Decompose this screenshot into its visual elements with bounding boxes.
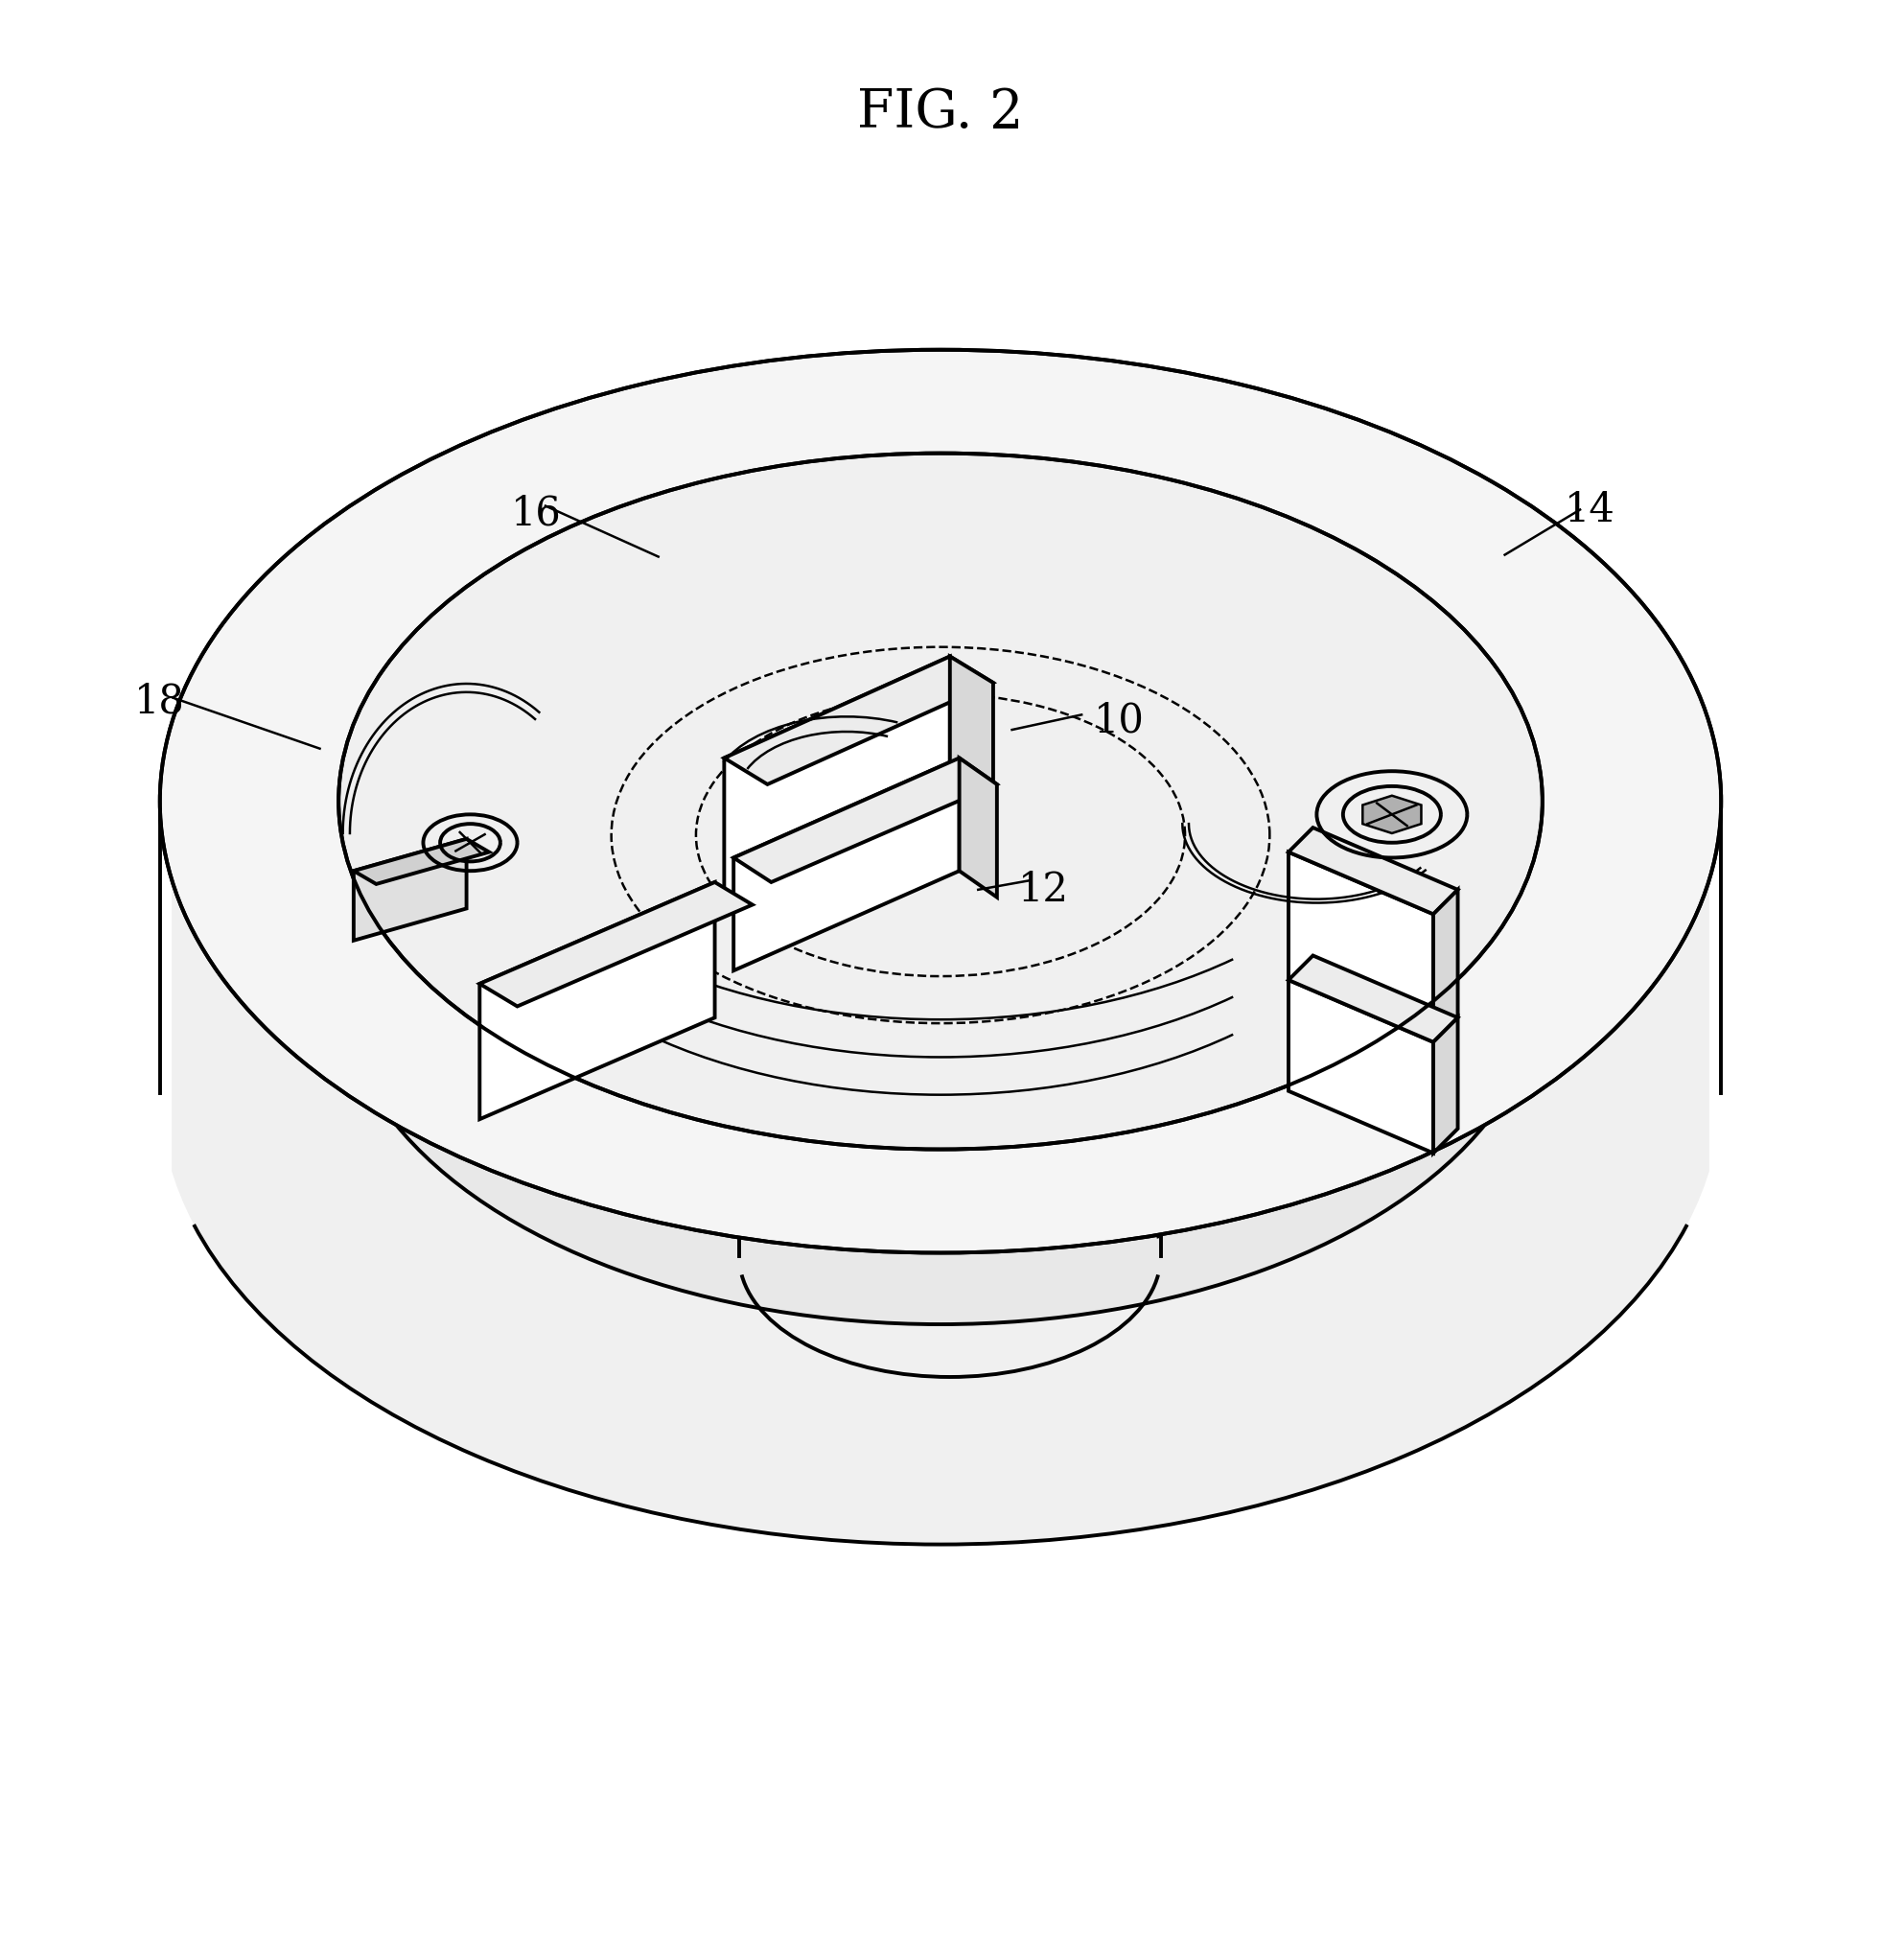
Polygon shape — [959, 759, 997, 898]
Text: 14: 14 — [1565, 490, 1614, 529]
Polygon shape — [339, 453, 1542, 1149]
Polygon shape — [1362, 796, 1422, 833]
Text: FIG. 2: FIG. 2 — [858, 86, 1023, 139]
Polygon shape — [734, 759, 997, 882]
Polygon shape — [359, 892, 1522, 1325]
Polygon shape — [160, 349, 1721, 1252]
Polygon shape — [451, 680, 1430, 1245]
Polygon shape — [1288, 853, 1433, 1041]
Polygon shape — [354, 839, 489, 884]
Polygon shape — [1288, 956, 1458, 1043]
Text: 10: 10 — [1095, 700, 1144, 741]
Polygon shape — [734, 759, 959, 970]
Polygon shape — [1433, 890, 1458, 1041]
Text: 18: 18 — [135, 682, 184, 721]
Polygon shape — [724, 657, 950, 898]
Polygon shape — [480, 882, 715, 1119]
Text: 16: 16 — [512, 494, 561, 533]
Polygon shape — [171, 880, 1710, 1544]
Polygon shape — [724, 657, 993, 784]
Polygon shape — [1288, 980, 1433, 1152]
Polygon shape — [950, 657, 993, 821]
Polygon shape — [1433, 1017, 1458, 1152]
Polygon shape — [480, 882, 752, 1005]
Polygon shape — [1288, 827, 1458, 913]
Text: 12: 12 — [1018, 870, 1070, 909]
Polygon shape — [354, 839, 466, 941]
